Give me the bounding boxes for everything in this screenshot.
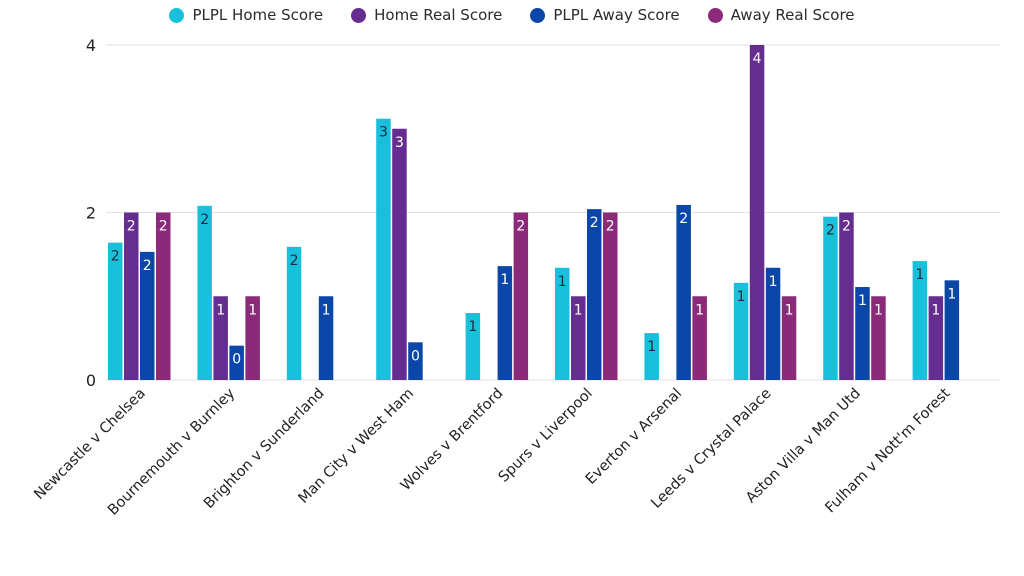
bar-plpl-away-score [765, 267, 781, 380]
y-tick-label: 0 [86, 371, 96, 390]
data-label: 2 [143, 258, 152, 274]
data-label: 2 [290, 253, 299, 269]
bar-plpl-away-score [676, 204, 691, 380]
data-label: 1 [468, 319, 477, 335]
data-label: 2 [590, 215, 599, 231]
legend-label: Home Real Score [374, 6, 503, 24]
data-label: 2 [516, 219, 525, 235]
data-label: 0 [411, 348, 420, 364]
data-label: 1 [769, 274, 778, 290]
data-label: 1 [947, 286, 956, 302]
legend-swatch-icon [707, 7, 723, 23]
bar-plpl-away-score [587, 209, 602, 380]
legend-label: PLPL Away Score [553, 6, 680, 24]
bar-away-real-score [245, 296, 260, 380]
bar-plpl-home-score [376, 118, 391, 380]
data-label: 3 [395, 135, 404, 151]
data-label: 2 [606, 219, 615, 235]
bar-plpl-home-score [733, 282, 749, 380]
data-label: 1 [558, 274, 567, 290]
bar-home-real-score [839, 212, 854, 380]
bar-home-real-score [392, 128, 407, 380]
data-label: 1 [695, 302, 704, 318]
legend-item[interactable]: PLPL Home Score [169, 4, 323, 26]
bar-away-real-score [603, 212, 618, 380]
data-label: 3 [379, 125, 388, 141]
legend-swatch-icon [351, 7, 367, 23]
legend-label: PLPL Home Score [192, 6, 324, 24]
bar-plpl-home-score [555, 267, 570, 380]
bar-plpl-away-score [229, 345, 244, 380]
data-label: 1 [322, 302, 331, 318]
bar-away-real-score [781, 296, 797, 380]
bar-home-real-score [928, 296, 944, 380]
legend-swatch-icon [169, 7, 185, 23]
bar-plpl-away-score [497, 266, 513, 380]
legend-swatch-icon [530, 7, 546, 23]
bar-plpl-home-score [108, 242, 123, 380]
bar-away-real-score [871, 296, 886, 380]
data-label: 1 [248, 302, 257, 318]
bar-plpl-home-score [197, 205, 212, 380]
x-tick-label: Everton v Arsenal [583, 386, 685, 488]
bar-away-real-score [692, 296, 707, 380]
chart-legend: PLPL Home Score Home Real Score PLPL Away … [0, 4, 1024, 26]
data-label: 2 [679, 211, 688, 227]
data-label: 1 [785, 302, 794, 318]
bar-plpl-away-score [140, 251, 155, 380]
data-label: 1 [737, 289, 746, 305]
bar-plpl-home-score [465, 313, 481, 380]
y-tick-label: 4 [86, 36, 96, 55]
y-axis-ticks: 0 2 4 [86, 36, 96, 390]
bar-plpl-away-score [944, 280, 960, 380]
data-label: 2 [127, 219, 136, 235]
data-label: 1 [874, 302, 883, 318]
y-tick-label: 2 [86, 204, 96, 223]
data-label: 2 [842, 219, 851, 235]
data-label: 4 [753, 51, 762, 67]
bar-plpl-home-score [644, 333, 659, 380]
legend-item[interactable]: Away Real Score [707, 4, 855, 26]
legend-item[interactable]: PLPL Away Score [530, 4, 680, 26]
data-label: 1 [858, 293, 867, 309]
x-tick-label: Spurs v Liverpool [496, 386, 596, 486]
bar-home-real-score [749, 45, 765, 380]
bar-home-real-score [124, 212, 139, 380]
data-label: 1 [574, 302, 583, 318]
data-label: 1 [931, 302, 940, 318]
bar-away-real-score [513, 212, 529, 380]
bar-plpl-home-score [912, 261, 928, 380]
data-label: 1 [915, 267, 924, 283]
data-label: 2 [826, 223, 835, 239]
bar-plpl-away-score [318, 296, 334, 380]
bar-plpl-away-score [855, 287, 870, 380]
legend-item[interactable]: Home Real Score [351, 4, 502, 26]
data-label: 1 [500, 272, 509, 288]
data-label: 0 [232, 352, 241, 368]
data-label: 2 [159, 219, 168, 235]
bar-plpl-home-score [286, 246, 302, 380]
x-tick-label: Wolves v Brentford [398, 386, 507, 495]
data-label: 1 [647, 339, 656, 355]
bar-plpl-away-score [408, 342, 423, 380]
legend-label: Away Real Score [730, 6, 855, 24]
bar-home-real-score [213, 296, 228, 380]
data-label: 2 [111, 249, 120, 265]
bar-home-real-score [571, 296, 586, 380]
data-label: 2 [200, 212, 209, 228]
bar-plpl-home-score [823, 216, 838, 380]
data-label: 1 [216, 302, 225, 318]
bar-away-real-score [156, 212, 171, 380]
